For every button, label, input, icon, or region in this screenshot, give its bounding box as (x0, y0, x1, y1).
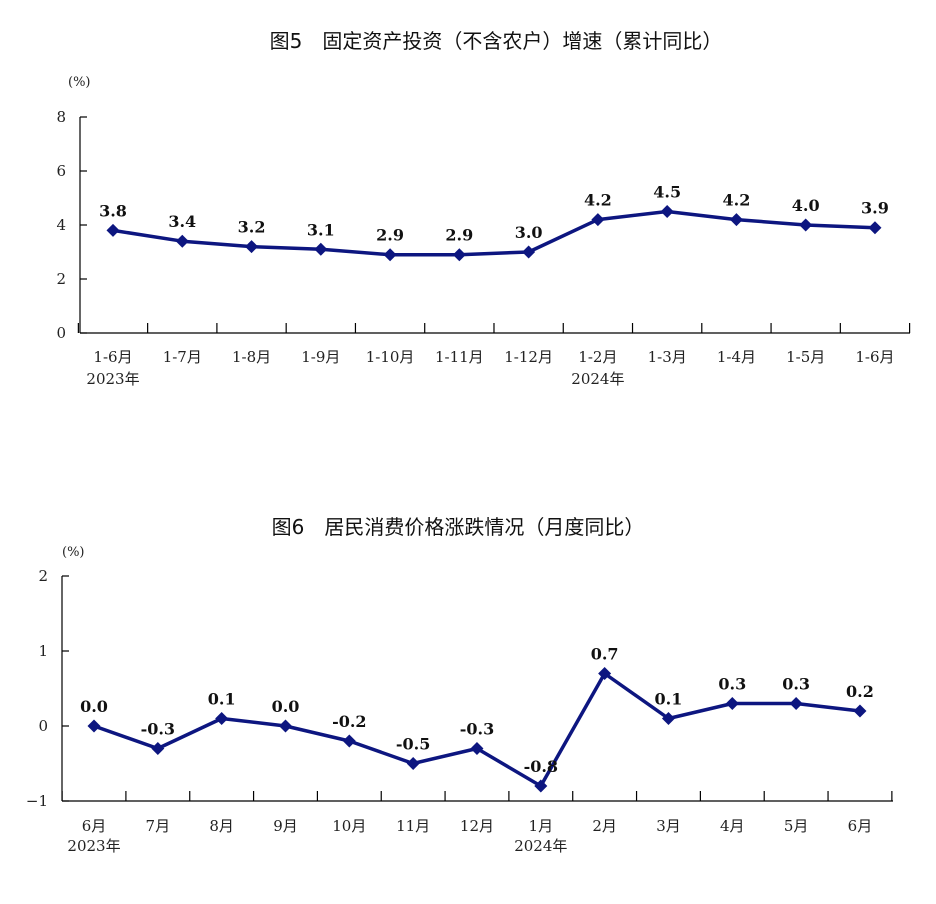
data-point-marker (175, 234, 189, 248)
x-tick-label: 1-2月 (578, 348, 617, 366)
data-point-marker (534, 779, 548, 793)
data-label: 0.3 (718, 675, 746, 694)
x-tick-label: 1-6月 (855, 348, 894, 366)
data-point-marker (278, 719, 292, 733)
data-point-marker (868, 221, 882, 235)
x-tick-label: 1-7月 (163, 348, 202, 366)
data-point-marker (452, 248, 466, 262)
x-tick-label: 1-3月 (648, 348, 687, 366)
data-point-marker (522, 245, 536, 259)
x-tick-label: 1-4月 (717, 348, 756, 366)
data-label: 4.2 (584, 191, 612, 210)
y-unit-label: (%) (62, 545, 85, 560)
data-label: 3.8 (99, 201, 127, 220)
data-label: 3.1 (307, 220, 335, 239)
data-point-marker (245, 240, 259, 254)
x-tick-label: 10月 (332, 817, 366, 835)
x-tick-label: 1-6月 (93, 348, 132, 366)
data-point-marker (342, 734, 356, 748)
data-point-marker (591, 213, 605, 227)
x-tick-label: 7月 (146, 817, 171, 835)
y-tick-label: −1 (26, 792, 48, 810)
data-label: -0.2 (332, 712, 366, 731)
data-label: 4.5 (653, 183, 681, 202)
data-label: 0.7 (591, 645, 619, 664)
data-point-marker (106, 223, 120, 237)
y-tick-label: 1 (38, 642, 48, 660)
x-tick-label: 1-11月 (435, 348, 484, 366)
x-tick-label: 6月 (82, 817, 107, 835)
y-tick-label: 0 (56, 324, 66, 342)
data-point-marker (151, 742, 165, 755)
data-label: 4.0 (792, 196, 820, 215)
y-tick-label: 6 (56, 162, 66, 180)
data-label: 0.0 (272, 697, 300, 716)
data-label: 0.3 (782, 675, 810, 694)
data-point-marker (406, 757, 420, 770)
x-tick-label: 9月 (273, 817, 298, 835)
x-tick-label: 1-12月 (504, 348, 553, 366)
data-label: 0.2 (846, 682, 874, 701)
x-tick-label: 4月 (720, 817, 745, 835)
data-label: -0.3 (141, 720, 175, 739)
data-label: 3.2 (238, 218, 266, 237)
x-tick-label: 6月 (848, 817, 873, 835)
data-label: 4.2 (723, 191, 751, 210)
data-label: -0.5 (396, 735, 430, 754)
x-tick-label: 1月 (529, 817, 554, 835)
y-tick-label: 4 (56, 216, 66, 234)
x-tick-label: 1-9月 (301, 348, 340, 366)
chart-title: 图5 固定资产投资（不含农户）增速（累计同比） (270, 29, 723, 53)
data-point-marker (729, 213, 743, 227)
chart-title: 图6 居民消费价格涨跌情况（月度同比） (272, 515, 645, 539)
x-year-label: 2023年 (67, 837, 120, 855)
x-tick-label: 3月 (656, 817, 681, 835)
data-point-marker (853, 704, 867, 718)
data-point-marker (87, 719, 101, 733)
data-point-marker (383, 248, 397, 262)
data-label: 0.0 (80, 697, 108, 716)
x-tick-label: 11月 (396, 817, 430, 835)
data-label: 0.1 (208, 690, 236, 709)
x-tick-label: 1-5月 (786, 348, 825, 366)
data-label: -0.3 (460, 720, 494, 739)
y-tick-label: 0 (38, 717, 48, 735)
data-label: 2.9 (376, 226, 404, 245)
x-year-label: 2024年 (514, 837, 567, 855)
data-point-marker (215, 712, 229, 725)
x-tick-label: 1-10月 (366, 348, 415, 366)
x-tick-label: 5月 (784, 817, 809, 835)
data-point-marker (799, 218, 813, 232)
x-year-label: 2024年 (571, 370, 624, 388)
data-point-marker (660, 205, 674, 218)
data-point-marker (598, 667, 612, 680)
y-tick-label: 8 (56, 108, 66, 126)
x-tick-label: 8月 (209, 817, 234, 835)
x-tick-label: 2月 (592, 817, 617, 835)
data-point-marker (470, 742, 484, 755)
data-label: 3.4 (168, 212, 196, 231)
data-point-marker (789, 697, 803, 710)
data-point-marker (725, 697, 739, 710)
data-label: 2.9 (445, 226, 473, 245)
data-label: 0.1 (655, 690, 683, 709)
data-point-marker (314, 242, 328, 256)
data-point-marker (661, 712, 675, 725)
x-year-label: 2023年 (86, 370, 139, 388)
data-label: -0.8 (524, 757, 558, 776)
y-tick-label: 2 (56, 270, 66, 288)
data-label: 3.9 (861, 199, 889, 218)
x-tick-label: 12月 (460, 817, 494, 835)
series-line (112, 209, 876, 257)
y-unit-label: (%) (68, 75, 91, 90)
data-label: 3.0 (515, 223, 543, 242)
y-tick-label: 2 (38, 567, 48, 585)
x-tick-label: 1-8月 (232, 348, 271, 366)
